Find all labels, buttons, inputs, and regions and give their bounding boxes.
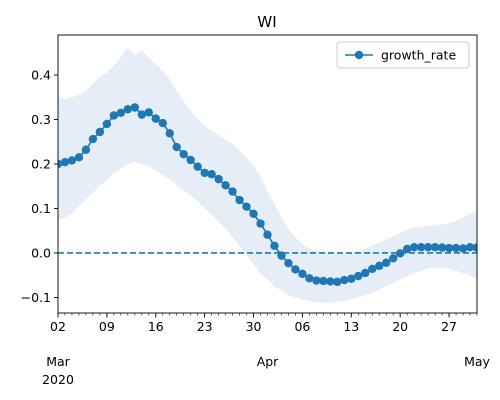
x-month-label: Mar bbox=[46, 354, 70, 369]
data-point bbox=[263, 230, 272, 239]
data-point bbox=[144, 108, 153, 117]
data-point bbox=[361, 268, 370, 278]
data-point bbox=[291, 265, 300, 274]
data-point bbox=[437, 243, 447, 252]
data-point bbox=[88, 134, 98, 144]
data-point bbox=[165, 129, 174, 138]
data-point bbox=[95, 127, 105, 137]
x-tick-label: 09 bbox=[99, 319, 115, 334]
data-point bbox=[465, 242, 475, 252]
y-tick-label: 0.0 bbox=[31, 245, 51, 260]
data-point bbox=[430, 242, 440, 252]
data-point bbox=[221, 181, 230, 190]
y-tick-label: −0.1 bbox=[21, 290, 51, 305]
legend-marker bbox=[354, 50, 364, 60]
data-point bbox=[375, 261, 384, 271]
data-point bbox=[423, 242, 433, 252]
data-point bbox=[102, 119, 112, 129]
data-point bbox=[158, 118, 167, 128]
x-tick-label: 23 bbox=[197, 319, 213, 334]
data-point bbox=[458, 244, 468, 253]
y-tick-label: 0.2 bbox=[31, 156, 51, 171]
x-tick-label: 06 bbox=[294, 319, 310, 334]
data-point bbox=[109, 111, 119, 120]
y-tick-label: 0.4 bbox=[31, 68, 51, 83]
chart-title: WI bbox=[257, 13, 276, 31]
data-point bbox=[409, 242, 419, 252]
x-month-label: 2020 bbox=[42, 372, 74, 387]
data-point bbox=[340, 275, 349, 285]
data-point bbox=[67, 156, 77, 165]
data-point bbox=[382, 258, 391, 267]
data-point bbox=[277, 251, 286, 260]
data-point bbox=[200, 168, 209, 178]
data-point bbox=[81, 145, 91, 154]
data-point bbox=[235, 195, 244, 205]
x-tick-label: 30 bbox=[246, 319, 262, 334]
data-point bbox=[416, 242, 426, 252]
data-point bbox=[74, 153, 84, 162]
data-point bbox=[123, 105, 133, 114]
confidence-band bbox=[58, 47, 477, 303]
data-point bbox=[395, 249, 405, 258]
data-point bbox=[242, 202, 251, 211]
data-point bbox=[130, 103, 140, 112]
data-point bbox=[270, 241, 279, 251]
x-month-label: May bbox=[464, 354, 490, 369]
y-tick-label: 0.1 bbox=[31, 201, 51, 216]
data-point bbox=[207, 170, 216, 179]
x-tick-label: 20 bbox=[392, 319, 408, 334]
data-point bbox=[298, 269, 307, 279]
x-tick-label: 02 bbox=[50, 319, 66, 334]
legend: growth_rate bbox=[336, 41, 470, 69]
x-tick-label: 27 bbox=[441, 319, 457, 334]
y-tick-label: 0.3 bbox=[31, 112, 51, 127]
legend-label: growth_rate bbox=[381, 48, 456, 63]
axes: −0.1 0.0 0.1 0.2 0.3 0.4 02 09 16 23 30 06 13 20 27 Mar… bbox=[21, 34, 491, 387]
data-point bbox=[368, 264, 377, 274]
data-point bbox=[179, 150, 188, 159]
data-point bbox=[172, 142, 181, 152]
data-point bbox=[312, 276, 321, 285]
data-point bbox=[333, 277, 342, 287]
data-point bbox=[472, 243, 477, 252]
data-point bbox=[193, 162, 202, 171]
data-point bbox=[389, 254, 398, 263]
data-point bbox=[319, 276, 328, 286]
data-point bbox=[402, 244, 412, 254]
data-point bbox=[305, 274, 314, 283]
data-point bbox=[326, 277, 335, 286]
data-point bbox=[228, 187, 237, 196]
data-point bbox=[451, 243, 461, 253]
data-point bbox=[256, 219, 265, 228]
data-point bbox=[480, 244, 488, 252]
data-point bbox=[354, 271, 363, 281]
data-point bbox=[249, 209, 258, 219]
x-month-label: Apr bbox=[257, 354, 279, 369]
plot-area bbox=[58, 47, 488, 303]
data-point bbox=[137, 110, 146, 119]
x-tick-label: 13 bbox=[343, 319, 359, 334]
x-tick-label: 16 bbox=[148, 319, 164, 334]
legend-box bbox=[336, 41, 470, 69]
data-point bbox=[444, 243, 454, 253]
data-point bbox=[214, 174, 223, 184]
data-point bbox=[60, 158, 70, 167]
data-point bbox=[284, 258, 293, 268]
data-point bbox=[347, 274, 356, 283]
data-point bbox=[151, 114, 160, 123]
data-point bbox=[186, 155, 195, 165]
data-point bbox=[116, 108, 126, 118]
